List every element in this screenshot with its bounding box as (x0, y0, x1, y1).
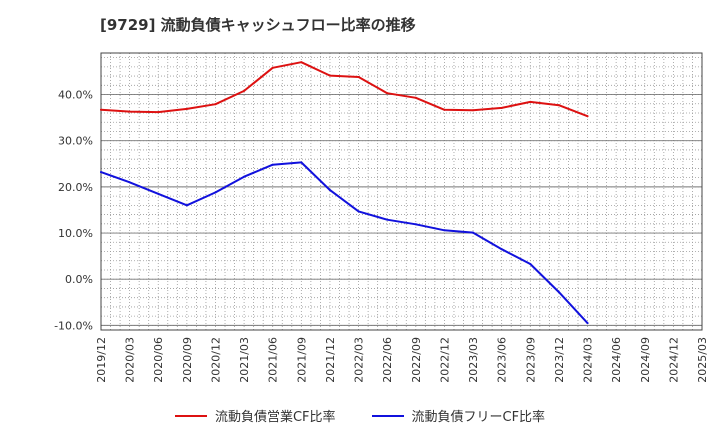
x-tick-label: 2021/09 (295, 337, 308, 383)
legend-swatch-free-cf (371, 414, 404, 417)
x-tick-label: 2023/06 (496, 337, 509, 383)
data-point (500, 106, 503, 109)
x-tick-label: 2024/06 (610, 337, 623, 383)
x-tick-label: 2022/06 (381, 337, 394, 383)
legend-item-operating-cf: 流動負債営業CF比率 (174, 406, 336, 425)
x-tick-label: 2019/12 (95, 337, 108, 383)
data-point (271, 66, 274, 69)
y-tick-label: 20.0% (58, 181, 93, 194)
x-tick-label: 2020/09 (181, 337, 194, 383)
data-point (472, 109, 475, 112)
y-tick-label: 30.0% (58, 135, 93, 148)
y-tick-label: -10.0% (54, 319, 93, 332)
x-tick-label: 2022/09 (410, 337, 423, 383)
data-point (100, 108, 102, 111)
data-point (443, 108, 446, 111)
series-line-0 (100, 61, 589, 118)
data-point (185, 107, 188, 110)
data-point (414, 96, 417, 99)
x-tick-label: 2024/09 (639, 337, 652, 383)
x-tick-label: 2023/09 (524, 337, 537, 383)
data-point (157, 192, 160, 195)
x-tick-label: 2024/03 (582, 337, 595, 383)
data-point (414, 223, 417, 226)
x-tick-label: 2020/06 (152, 337, 165, 383)
x-tick-label: 2023/03 (467, 337, 480, 383)
legend-swatch-operating-cf (174, 414, 207, 417)
x-tick-label: 2025/03 (696, 337, 709, 383)
data-point (328, 74, 331, 77)
legend-label-free-cf: 流動負債フリーCF比率 (411, 410, 546, 425)
legend-item-free-cf: 流動負債フリーCF比率 (371, 406, 546, 425)
data-point (586, 115, 589, 118)
plot-frame (100, 52, 703, 331)
chart-title: [9729] 流動負債キャッシュフロー比率の推移 (100, 16, 416, 34)
x-tick-label: 2021/03 (238, 337, 251, 383)
data-point (386, 218, 389, 221)
data-point (185, 204, 188, 207)
x-tick-label: 2020/12 (209, 337, 222, 383)
data-point (128, 181, 131, 184)
data-point (328, 189, 331, 192)
data-point (243, 89, 246, 92)
plot-area (101, 53, 702, 330)
data-point (243, 175, 246, 178)
data-point (100, 171, 102, 174)
x-tick-label: 2020/03 (124, 337, 137, 383)
data-point (529, 100, 532, 103)
data-point (529, 262, 532, 265)
y-tick-label: 0.0% (65, 273, 93, 286)
x-tick-label: 2023/12 (553, 337, 566, 383)
legend-label-operating-cf: 流動負債営業CF比率 (214, 410, 336, 425)
data-point (386, 92, 389, 95)
x-tick-label: 2024/12 (667, 337, 680, 383)
data-point (500, 248, 503, 251)
data-point (443, 229, 446, 232)
data-point (357, 210, 360, 213)
x-tick-label: 2022/03 (353, 337, 366, 383)
x-tick-label: 2021/12 (324, 337, 337, 383)
y-tick-label: 10.0% (58, 227, 93, 240)
data-point (557, 104, 560, 107)
data-point (472, 231, 475, 234)
data-point (300, 161, 303, 164)
data-point (157, 111, 160, 114)
data-point (300, 61, 303, 64)
data-point (557, 291, 560, 294)
data-point (214, 191, 217, 194)
x-tick-label: 2022/12 (438, 337, 451, 383)
data-point (128, 110, 131, 113)
data-point (357, 76, 360, 79)
series-line-1 (100, 161, 589, 325)
data-point (214, 103, 217, 106)
y-tick-label: 40.0% (58, 89, 93, 102)
chart-legend: 流動負債営業CF比率 流動負債フリーCF比率 (0, 406, 720, 425)
x-tick-label: 2021/06 (267, 337, 280, 383)
data-point (271, 163, 274, 166)
data-point (586, 322, 589, 325)
